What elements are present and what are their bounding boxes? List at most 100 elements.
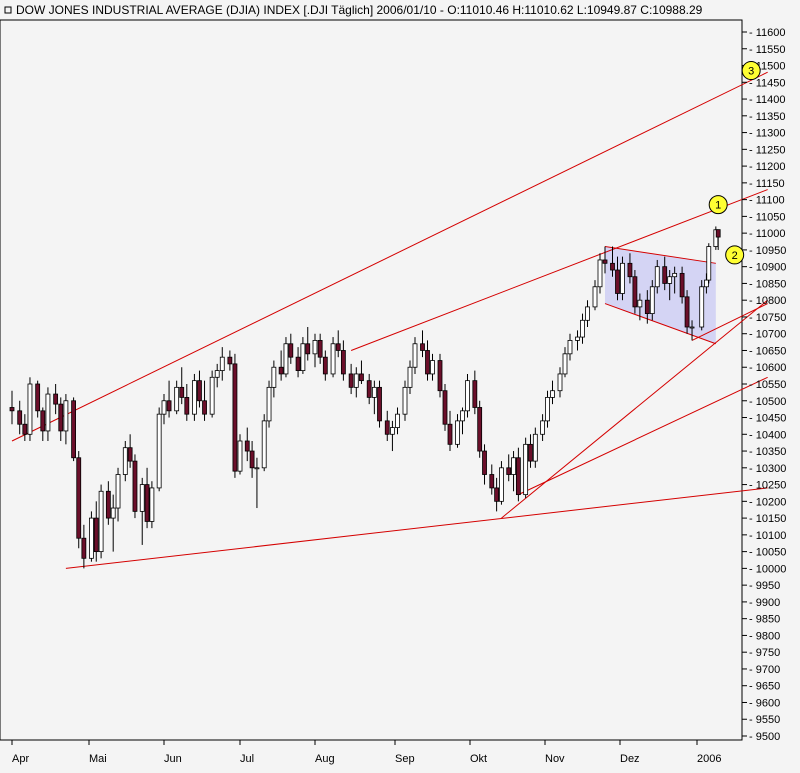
candle-body-up bbox=[110, 507, 116, 519]
candle-body-down bbox=[93, 517, 99, 553]
candle-body-down bbox=[447, 423, 453, 445]
candle bbox=[254, 457, 260, 509]
candle-body-up bbox=[402, 386, 408, 415]
candle-body-up bbox=[63, 400, 69, 432]
candle-body-up bbox=[407, 366, 413, 388]
candle bbox=[557, 367, 563, 398]
y-tick-label: - 9650 bbox=[749, 681, 780, 693]
candle-body-down bbox=[76, 457, 82, 539]
candle bbox=[615, 256, 620, 301]
candle-body-up bbox=[27, 383, 33, 435]
candle-body-down bbox=[348, 373, 354, 388]
candle-body-down bbox=[278, 366, 284, 375]
candle-body-up bbox=[271, 366, 277, 388]
y-tick-label: - 9550 bbox=[749, 714, 780, 726]
y-tick-label: - 10300 bbox=[749, 463, 786, 475]
candle-body-up bbox=[585, 306, 590, 321]
trendline-3 bbox=[350, 189, 768, 351]
candle bbox=[592, 280, 598, 311]
candle-body-up bbox=[191, 380, 197, 415]
candle-body-down bbox=[305, 343, 311, 355]
candle-body-up bbox=[390, 427, 395, 435]
y-tick-label: - 11400 bbox=[749, 94, 786, 106]
candle bbox=[412, 337, 418, 374]
candle bbox=[166, 380, 172, 418]
candle bbox=[232, 353, 238, 478]
candle-body-down bbox=[132, 460, 138, 512]
candle bbox=[35, 380, 41, 418]
candle-body-up bbox=[532, 433, 538, 462]
candle bbox=[81, 524, 87, 569]
candle-body-down bbox=[610, 262, 615, 271]
candle bbox=[632, 270, 638, 314]
candle-body-up bbox=[499, 467, 504, 502]
candle-body-up bbox=[353, 373, 359, 388]
candle-body-up bbox=[592, 286, 598, 308]
candle bbox=[300, 337, 306, 374]
annotation-label: 3 bbox=[748, 66, 754, 78]
candle bbox=[17, 400, 23, 435]
y-tick-label: - 10000 bbox=[749, 563, 786, 575]
y-tick-label: - 10050 bbox=[749, 547, 786, 559]
y-tick-label: - 11000 bbox=[749, 228, 786, 240]
candle bbox=[460, 407, 465, 435]
window-menu-icon[interactable] bbox=[4, 6, 12, 14]
y-tick-label: - 11550 bbox=[749, 44, 786, 56]
candle bbox=[499, 461, 504, 505]
trendline-4 bbox=[604, 246, 716, 264]
y-tick-label: - 10500 bbox=[749, 396, 786, 408]
candle bbox=[585, 300, 590, 328]
candle bbox=[359, 360, 364, 384]
candle-body-down bbox=[602, 259, 608, 264]
candle-body-up bbox=[637, 299, 643, 308]
candle bbox=[127, 434, 133, 468]
candle-body-down bbox=[317, 340, 323, 358]
y-tick-label: - 10450 bbox=[749, 413, 786, 425]
candle bbox=[63, 394, 69, 445]
candle-body-up bbox=[465, 380, 470, 412]
candle-body-down bbox=[202, 400, 207, 415]
candle-body-down bbox=[249, 450, 255, 469]
candle bbox=[580, 313, 585, 344]
candle bbox=[567, 333, 573, 361]
candle bbox=[98, 484, 104, 559]
candle-body-up bbox=[149, 487, 155, 522]
candle bbox=[115, 467, 121, 522]
candle-body-down bbox=[506, 467, 512, 475]
candle bbox=[71, 397, 76, 462]
trendline-1 bbox=[11, 71, 768, 442]
candle bbox=[684, 290, 690, 334]
candle-body-down bbox=[127, 447, 133, 462]
y-tick-label: - 9950 bbox=[749, 580, 780, 592]
candle-body-up bbox=[261, 420, 267, 469]
candle bbox=[244, 427, 250, 462]
candle-body-up bbox=[667, 276, 673, 284]
candle bbox=[335, 330, 341, 358]
candle-body-up bbox=[704, 279, 709, 288]
candle bbox=[266, 380, 272, 428]
candle bbox=[149, 481, 155, 529]
candle bbox=[58, 397, 64, 441]
candle bbox=[340, 340, 346, 381]
y-axis: - 11600- 11550- 11500- 11450- 11400- 113… bbox=[742, 27, 786, 743]
candle bbox=[227, 350, 233, 371]
candle-body-up bbox=[312, 340, 318, 355]
candle bbox=[540, 414, 545, 441]
candle-body-up bbox=[649, 286, 655, 314]
candle bbox=[472, 370, 478, 415]
y-tick-label: - 10800 bbox=[749, 295, 786, 307]
candle bbox=[89, 511, 94, 562]
chart-title: DOW JONES INDUSTRIAL AVERAGE (DJIA) INDE… bbox=[16, 3, 703, 17]
candle-body-up bbox=[89, 517, 94, 559]
plot-frame bbox=[0, 19, 743, 741]
candle bbox=[144, 467, 150, 529]
candle-body-down bbox=[437, 360, 443, 392]
y-tick-label: - 9750 bbox=[749, 647, 780, 659]
x-tick-label: Dez bbox=[620, 753, 640, 765]
candle bbox=[305, 327, 311, 361]
candle bbox=[312, 333, 318, 368]
candle-body-down bbox=[244, 440, 250, 452]
annotations: 1 2 3 bbox=[708, 61, 761, 265]
candle bbox=[620, 256, 625, 301]
